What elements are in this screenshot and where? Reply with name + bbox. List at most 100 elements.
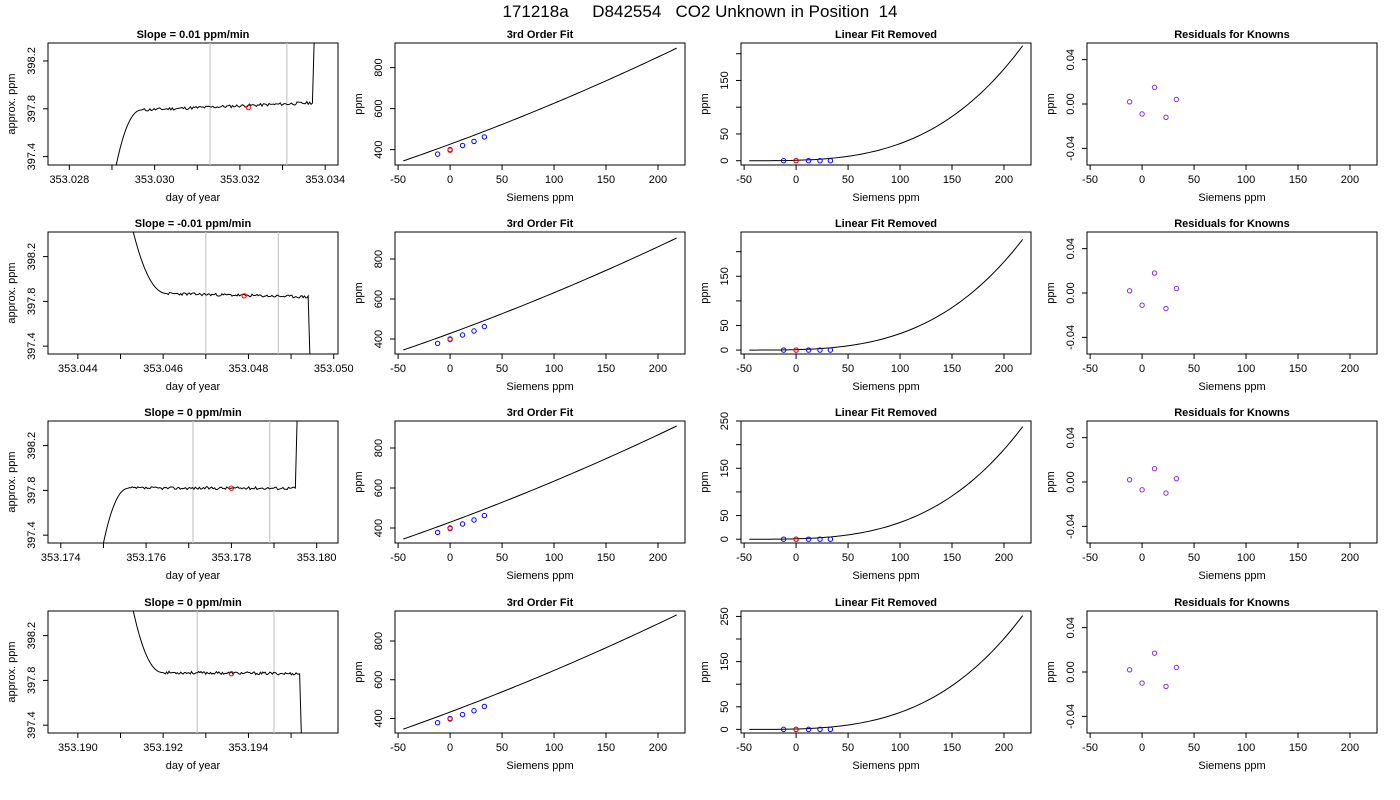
data-point: [817, 536, 823, 542]
y-tick-label: 400: [373, 709, 385, 727]
x-tick-label: 0: [447, 552, 453, 564]
data-point: [459, 142, 466, 149]
data-point: [1151, 650, 1158, 656]
x-tick-label: 150: [597, 174, 615, 186]
y-tick-label: 397.8: [26, 667, 38, 695]
unknown-point: [793, 158, 799, 164]
data-point: [481, 512, 488, 519]
x-tick-label: -50: [390, 552, 406, 564]
plot-frame: [740, 420, 1032, 544]
chart-panel: Slope = 0 ppm/min day of year approx. ppm 3…: [6, 597, 339, 772]
x-tick-label: 353.048: [229, 363, 269, 375]
x-axis-label: Siemens ppm: [1198, 192, 1265, 204]
data-point: [1173, 664, 1180, 671]
y-axis-label: ppm: [353, 661, 365, 682]
y-tick-label: 398.2: [26, 432, 38, 460]
y-axis-label: ppm: [699, 661, 711, 682]
y-tick-label: 0.04: [1065, 238, 1077, 259]
y-tick-label: 0.00: [1065, 282, 1077, 303]
x-tick-label: 50: [1188, 742, 1200, 754]
x-tick-label: 100: [545, 742, 563, 754]
chart-panel: 3rd Order Fit Siemens ppm ppm -50 0 50 100 150 2…: [353, 407, 686, 582]
y-tick-label: 398.2: [26, 243, 38, 271]
data-point: [1173, 475, 1180, 482]
x-axis-label: Siemens ppm: [852, 381, 919, 393]
x-tick-label: 0: [793, 742, 799, 754]
y-axis-label: approx. ppm: [6, 262, 18, 323]
y-tick-label: 0.00: [1065, 93, 1077, 114]
y-axis-label: ppm: [353, 471, 365, 492]
x-tick-label: 0: [1139, 363, 1145, 375]
y-tick-label: 0.04: [1065, 427, 1077, 448]
unknown-point: [447, 716, 453, 722]
x-tick-label: 50: [1188, 363, 1200, 375]
data-point: [481, 703, 488, 710]
unknown-point: [447, 147, 453, 153]
y-axis-label: ppm: [1045, 661, 1057, 682]
data-point: [805, 347, 812, 353]
y-tick-label: 800: [373, 632, 385, 650]
plot-frame: [47, 42, 339, 166]
panel-title: Residuals for Knowns: [1174, 597, 1290, 609]
panel-title: Slope = -0.01 ppm/min: [135, 218, 252, 230]
x-axis-label: Siemens ppm: [852, 570, 919, 582]
data-point: [1139, 487, 1145, 493]
y-axis-label: approx. ppm: [6, 451, 18, 512]
x-tick-label: 353.034: [305, 174, 345, 186]
data-point: [471, 708, 477, 714]
x-axis-label: day of year: [166, 381, 221, 393]
panel-title: 3rd Order Fit: [507, 29, 574, 41]
data-point: [481, 323, 488, 330]
unknown-point: [793, 726, 799, 733]
y-tick-label: 600: [373, 290, 385, 308]
fit-curve: [403, 614, 677, 730]
x-tick-label: 50: [496, 363, 508, 375]
plot-frame: [740, 42, 1032, 166]
data-point: [1151, 84, 1158, 91]
x-tick-label: 353.180: [297, 552, 337, 564]
y-axis-label: ppm: [353, 93, 365, 114]
chart-panel: Linear Fit Removed Siemens ppm ppm -50 0 50 10…: [699, 407, 1032, 582]
x-axis-label: day of year: [166, 760, 221, 772]
x-tick-label: 150: [1289, 552, 1307, 564]
data-point: [1163, 490, 1169, 496]
chart-panel: Residuals for Knowns Siemens ppm ppm -50 0 50…: [1045, 407, 1378, 582]
x-tick-label: 0: [447, 742, 453, 754]
x-tick-label: 100: [1237, 742, 1255, 754]
chart-panel: Residuals for Knowns Siemens ppm ppm -50 0 50…: [1045, 597, 1378, 772]
chart-panel: Linear Fit Removed Siemens ppm ppm -50 0 50 10…: [699, 218, 1032, 393]
y-tick-label: 397.4: [26, 711, 38, 739]
x-tick-label: 200: [1341, 174, 1359, 186]
data-point: [1173, 96, 1180, 103]
x-tick-label: 150: [597, 363, 615, 375]
y-tick-label: 398.2: [26, 622, 38, 650]
y-tick-label: 397.4: [26, 143, 38, 171]
y-tick-label: 0.04: [1065, 617, 1077, 638]
panel-title: 3rd Order Fit: [507, 407, 574, 419]
data-point: [1126, 477, 1133, 483]
data-point: [805, 536, 812, 542]
x-tick-label: 100: [1237, 174, 1255, 186]
y-tick-label: -0.04: [1065, 704, 1077, 729]
y-tick-label: 800: [373, 439, 385, 457]
data-point: [1139, 302, 1145, 308]
x-tick-label: 150: [597, 552, 615, 564]
x-axis-label: Siemens ppm: [1198, 570, 1265, 582]
x-tick-label: 200: [995, 363, 1013, 375]
chart-panel: Residuals for Knowns Siemens ppm ppm -50 0 50…: [1045, 29, 1378, 204]
y-tick-label: 400: [373, 519, 385, 537]
chart-panel: Slope = -0.01 ppm/min day of year approx. …: [6, 218, 354, 393]
figure-title: 171218a D842554 CO2 Unknown in Position …: [502, 2, 898, 21]
y-tick-label: 400: [373, 330, 385, 348]
fit-curve: [403, 237, 677, 351]
x-tick-label: 353.032: [220, 174, 260, 186]
data-point: [817, 726, 823, 733]
y-tick-label: 0: [719, 726, 731, 732]
x-tick-label: -50: [736, 174, 752, 186]
plot-frame: [47, 610, 339, 734]
x-tick-label: 100: [545, 552, 563, 564]
chart-panel: Linear Fit Removed Siemens ppm ppm -50 0 50 10…: [699, 29, 1032, 204]
plot-frame: [394, 420, 686, 544]
x-tick-label: 353.174: [41, 552, 81, 564]
x-tick-label: 353.176: [126, 552, 166, 564]
